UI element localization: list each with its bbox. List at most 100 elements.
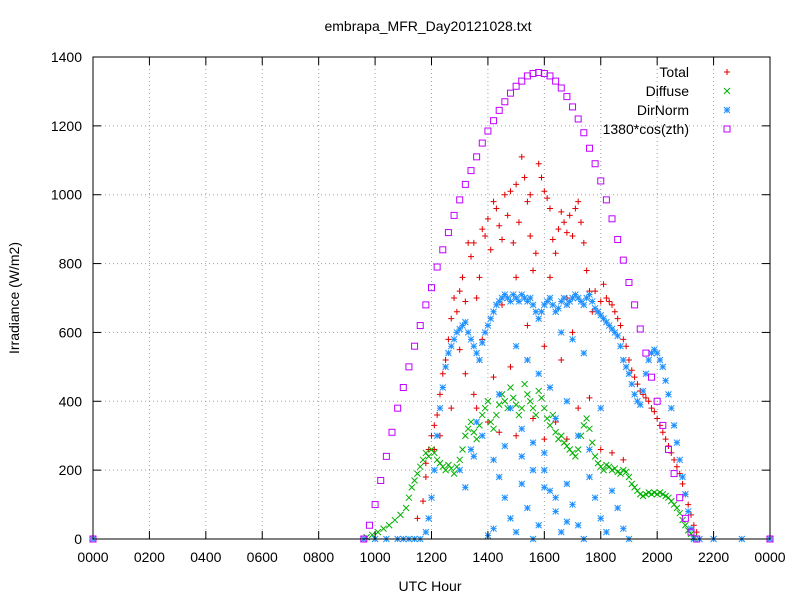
- data-point: [512, 342, 520, 350]
- data-point: [586, 425, 593, 433]
- data-point: [597, 177, 605, 185]
- data-point: [574, 446, 582, 453]
- x-tick-label: 0000: [77, 549, 108, 565]
- data-point: [580, 301, 588, 309]
- data-point: [527, 233, 534, 240]
- data-point: [557, 432, 565, 440]
- data-point: [620, 456, 627, 463]
- data-point: [546, 422, 554, 429]
- data-point: [513, 274, 520, 281]
- data-point: [642, 370, 650, 378]
- data-point: [493, 411, 500, 419]
- data-point: [448, 315, 455, 322]
- data-point: [402, 504, 410, 512]
- data-point: [515, 411, 523, 419]
- data-point: [526, 294, 534, 302]
- data-point: [459, 322, 466, 329]
- data-point: [405, 363, 413, 371]
- legend-entry-label: DirNorm: [637, 102, 689, 118]
- data-point: [676, 509, 684, 517]
- data-point: [495, 473, 503, 481]
- data-point: [524, 504, 531, 512]
- data-point: [589, 308, 596, 315]
- data-point: [538, 394, 545, 402]
- data-point: [501, 291, 509, 298]
- data-point: [490, 308, 497, 316]
- data-point: [569, 501, 576, 508]
- data-point: [521, 380, 528, 388]
- data-point: [484, 127, 492, 135]
- data-point: [597, 298, 604, 305]
- data-point: [532, 411, 540, 419]
- data-point: [552, 250, 559, 257]
- data-point: [518, 153, 525, 160]
- y-tick-label: 800: [59, 256, 83, 272]
- data-point: [422, 528, 430, 536]
- data-point: [450, 470, 458, 477]
- data-point: [603, 295, 610, 301]
- data-point: [597, 404, 605, 412]
- data-point: [535, 160, 542, 167]
- data-point: [546, 487, 554, 495]
- data-point: [664, 445, 672, 453]
- data-point: [490, 525, 497, 533]
- data-point: [430, 466, 438, 474]
- data-point: [509, 291, 517, 298]
- data-point: [524, 391, 531, 398]
- y-tick-label: 600: [59, 324, 83, 340]
- data-point: [687, 528, 695, 536]
- data-point: [608, 215, 616, 223]
- legend-entry-label: 1380*cos(zth): [603, 121, 689, 137]
- data-point: [580, 129, 588, 137]
- data-point: [397, 511, 404, 519]
- data-point: [479, 226, 486, 233]
- y-axis-label: Irradiance (W/m2): [6, 242, 22, 354]
- data-point: [399, 384, 407, 392]
- legend-marker: [723, 106, 731, 114]
- data-point: [473, 435, 480, 443]
- data-point: [476, 356, 483, 364]
- data-point: [476, 274, 483, 281]
- data-point: [484, 397, 492, 405]
- data-point: [603, 318, 610, 326]
- data-point: [473, 153, 481, 161]
- data-point: [513, 181, 520, 188]
- data-point: [506, 89, 514, 97]
- data-point: [504, 212, 511, 219]
- data-point: [524, 298, 531, 305]
- data-point: [671, 456, 678, 463]
- data-point: [422, 474, 429, 481]
- data-point: [439, 246, 447, 254]
- legend-entry-label: Total: [659, 64, 689, 80]
- series-1: [363, 380, 698, 541]
- data-point: [470, 453, 478, 460]
- data-point: [597, 446, 604, 453]
- data-point: [490, 456, 497, 464]
- data-point: [495, 401, 503, 409]
- data-point: [634, 381, 641, 388]
- data-point: [434, 412, 441, 419]
- chart-title: embrapa_MFR_Day20121028.txt: [324, 18, 531, 34]
- data-point: [509, 394, 517, 402]
- data-point: [481, 329, 489, 336]
- data-point: [665, 391, 672, 398]
- x-tick-label: 2000: [642, 549, 673, 565]
- data-point: [563, 480, 571, 488]
- data-point: [411, 477, 418, 484]
- data-point: [552, 415, 559, 422]
- x-tick-label: 2200: [698, 549, 729, 565]
- data-point: [496, 429, 503, 436]
- data-point: [592, 288, 599, 295]
- data-point: [524, 322, 531, 329]
- data-point: [659, 363, 667, 371]
- data-point: [391, 516, 399, 524]
- x-tick-label: 0000: [754, 549, 785, 565]
- data-point: [456, 196, 464, 204]
- data-point: [467, 335, 475, 343]
- data-point: [546, 205, 553, 212]
- data-point: [600, 315, 607, 323]
- data-point: [572, 453, 579, 460]
- data-point: [600, 281, 607, 288]
- data-point: [529, 439, 537, 446]
- x-tick-label: 1800: [585, 549, 616, 565]
